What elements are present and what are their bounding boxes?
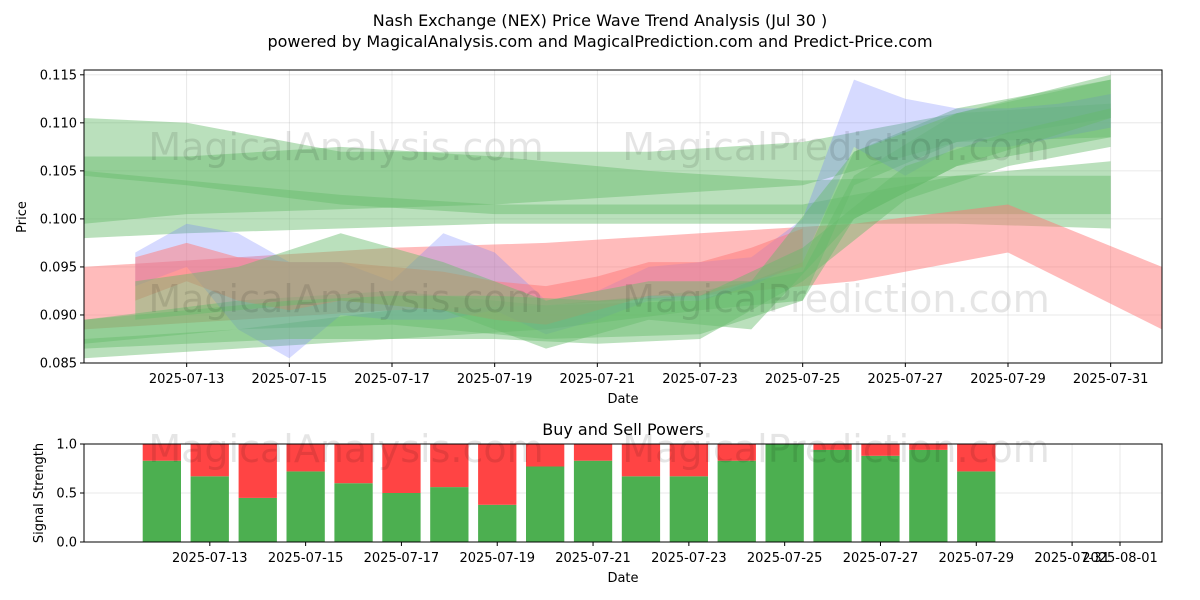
sell-bar xyxy=(430,444,469,488)
sell-bar xyxy=(142,444,181,461)
price-band-green-1 xyxy=(84,146,1111,215)
bars-x-tick-label: 2025-07-27 xyxy=(843,551,919,566)
sell-bar xyxy=(861,444,900,456)
bars-x-ticks: 2025-07-13 2025-07-15 2025-07-17 2025-07-19… xyxy=(172,542,1158,566)
bars-x-tick-label: 2025-07-21 xyxy=(555,551,631,566)
bars-y-tick-label: 0.5 xyxy=(56,487,77,502)
bars-x-axis-label: Date xyxy=(607,571,638,586)
bars-x-tick-label: 2025-07-17 xyxy=(364,551,440,566)
watermark-analysis: MagicalAnalysis.com xyxy=(148,277,543,321)
sell-bar xyxy=(909,444,948,450)
bars-x-tick-label: 2025-08-01 xyxy=(1082,551,1158,566)
buy-bar xyxy=(334,483,373,542)
bars-x-tick-label: 2025-07-31 xyxy=(1034,551,1110,566)
price-y-tick-label: 0.085 xyxy=(40,357,77,372)
price-band-green-9 xyxy=(84,108,1111,349)
sell-bar xyxy=(334,444,373,484)
sell-bar xyxy=(382,444,421,493)
price-y-tick-label: 0.095 xyxy=(40,260,77,275)
price-watermarks: MagicalAnalysis.com MagicalPrediction.co… xyxy=(148,125,1049,321)
sell-bar xyxy=(573,444,613,461)
bars-y-tick-label: 1.0 xyxy=(56,438,77,453)
bars-title: Buy and Sell Powers xyxy=(542,420,704,439)
price-x-tick-label: 2025-07-29 xyxy=(970,372,1046,387)
buy-bar xyxy=(909,449,948,542)
price-band-red-7 xyxy=(135,228,803,325)
buy-bar xyxy=(813,449,852,542)
price-band-green-8 xyxy=(135,79,1111,349)
price-band-green-5 xyxy=(84,79,1111,344)
buy-bar xyxy=(526,466,565,542)
buy-bar xyxy=(286,471,325,542)
price-y-tick-label: 0.090 xyxy=(40,308,77,323)
sell-bar xyxy=(526,444,565,467)
price-x-tick-label: 2025-07-23 xyxy=(662,372,738,387)
sell-bar xyxy=(190,444,229,477)
bars-y-axis-label: Signal Strength xyxy=(32,443,47,543)
price-x-tick-label: 2025-07-21 xyxy=(560,372,636,387)
buy-bar xyxy=(238,497,277,542)
buy-bar xyxy=(142,460,181,542)
price-y-tick-label: 0.100 xyxy=(40,212,77,227)
price-plot-frame xyxy=(83,69,1163,364)
sell-bar xyxy=(813,444,852,450)
bars-y-ticks: 0.0 0.5 1.0 xyxy=(56,438,84,551)
price-y-ticks: 0.085 0.090 0.095 0.100 0.105 0.110 0.115 xyxy=(40,68,84,372)
sell-bar xyxy=(957,444,996,472)
bars-x-tick-label: 2025-07-25 xyxy=(747,551,823,566)
bars-watermarks: MagicalAnalysis.com MagicalPrediction.co… xyxy=(148,427,1049,471)
sell-bar xyxy=(669,444,708,477)
bars-x-tick-label: 2025-07-13 xyxy=(172,551,248,566)
price-band-green-0 xyxy=(84,103,1111,224)
sell-bar xyxy=(478,444,517,505)
bars-x-tick-label: 2025-07-23 xyxy=(651,551,727,566)
watermark-analysis: MagicalAnalysis.com xyxy=(148,427,543,471)
sell-bar xyxy=(286,444,325,472)
watermark-prediction: MagicalPrediction.com xyxy=(622,277,1050,321)
sell-bar xyxy=(238,444,277,498)
watermark-prediction: MagicalPrediction.com xyxy=(622,125,1050,169)
buy-bar xyxy=(861,455,900,542)
price-x-tick-label: 2025-07-15 xyxy=(252,372,328,387)
sell-bar xyxy=(717,444,756,461)
price-x-tick-label: 2025-07-17 xyxy=(354,372,430,387)
figure-subtitle: powered by MagicalAnalysis.com and Magic… xyxy=(267,32,932,51)
price-x-tick-label: 2025-07-13 xyxy=(149,372,225,387)
buy-bar xyxy=(382,493,421,542)
buy-bar xyxy=(765,444,804,542)
price-y-tick-label: 0.105 xyxy=(40,164,77,179)
buy-bar xyxy=(573,460,613,542)
figure-title: Nash Exchange (NEX) Price Wave Trend Ana… xyxy=(373,11,828,30)
watermark-analysis: MagicalAnalysis.com xyxy=(148,125,543,169)
price-bands xyxy=(84,74,1162,359)
price-x-tick-label: 2025-07-25 xyxy=(765,372,841,387)
buy-bar xyxy=(717,460,756,542)
buy-bar xyxy=(957,471,996,542)
price-y-axis-label: Price xyxy=(15,201,30,233)
buy-bar xyxy=(478,504,517,542)
price-band-green-2 xyxy=(84,161,1111,239)
price-x-ticks: 2025-07-13 2025-07-15 2025-07-17 2025-07-19… xyxy=(149,363,1149,387)
bars-x-tick-label: 2025-07-15 xyxy=(268,551,344,566)
price-x-tick-label: 2025-07-31 xyxy=(1073,372,1149,387)
buy-bar xyxy=(190,476,229,542)
price-x-tick-label: 2025-07-27 xyxy=(868,372,944,387)
price-y-tick-label: 0.115 xyxy=(40,68,77,83)
bars-x-tick-label: 2025-07-19 xyxy=(459,551,535,566)
bars-x-tick-label: 2025-07-29 xyxy=(939,551,1015,566)
watermark-prediction: MagicalPrediction.com xyxy=(622,427,1050,471)
price-x-tick-label: 2025-07-19 xyxy=(457,372,533,387)
buy-bar xyxy=(430,487,469,542)
buy-bar xyxy=(669,476,708,542)
sell-bar xyxy=(621,444,661,477)
price-x-axis-label: Date xyxy=(607,392,638,407)
bars-y-tick-label: 0.0 xyxy=(56,536,77,551)
bars-marks xyxy=(142,444,996,542)
buy-bar xyxy=(621,476,661,542)
price-y-tick-label: 0.110 xyxy=(40,116,77,131)
